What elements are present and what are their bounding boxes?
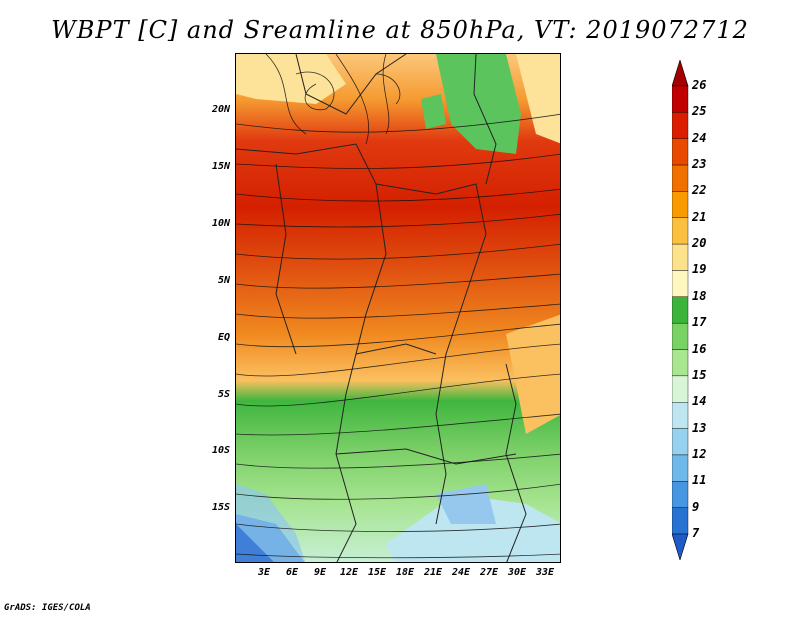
pale-area-east	[506, 314, 560, 434]
lon-label: 21E	[423, 567, 443, 578]
lat-label: 15N	[211, 161, 230, 172]
lat-label: 10S	[211, 445, 230, 456]
lat-label: 5N	[217, 275, 230, 286]
colorbar-segment	[672, 85, 689, 113]
lon-label: 12E	[339, 567, 359, 578]
colorbar-segment	[672, 191, 689, 218]
colorbar-tick-label: 23	[692, 157, 707, 172]
colorbar-segment	[672, 402, 689, 429]
colorbar-segment	[672, 270, 689, 298]
colorbar-segment	[672, 375, 689, 403]
lon-label: 33E	[535, 567, 555, 578]
pale-area-northeast	[516, 54, 560, 144]
colorbar-tick-label: 12	[692, 446, 707, 461]
lon-label: 27E	[479, 567, 499, 578]
lat-label: 15S	[211, 502, 230, 513]
colorbar-tick-label: 25	[692, 104, 707, 119]
lon-label: 6E	[285, 567, 299, 578]
streamlines	[236, 54, 560, 559]
colorbar-tick-label: 22	[692, 183, 707, 198]
colorbar-segment	[672, 349, 689, 377]
colorbar-segment	[672, 454, 689, 482]
lat-label: 10N	[211, 218, 230, 229]
colorbar-segment	[672, 428, 689, 456]
country-borders	[236, 54, 527, 562]
lon-label: 24E	[451, 567, 471, 578]
lon-label: 9E	[313, 567, 327, 578]
map-title: WBPT [C] and Sreamline at 850hPa, VT: 20…	[51, 16, 749, 44]
colorbar-segment	[672, 164, 689, 192]
credit-text: GrADS: IGES/COLA	[4, 603, 91, 613]
lon-label: 30E	[507, 567, 527, 578]
colorbar-segment	[672, 507, 689, 535]
colorbar-tick-label: 24	[692, 130, 707, 145]
pale-blue-area-south	[386, 494, 560, 562]
colorbar-tick-label: 17	[692, 315, 707, 330]
colorbar-tick-label: 9	[692, 499, 700, 514]
colorbar-segment	[672, 138, 689, 166]
colorbar-tick-label: 26	[692, 78, 707, 92]
colorbar	[672, 60, 689, 560]
lat-label: 5S	[217, 389, 230, 400]
colorbar-segment	[672, 296, 689, 324]
colorbar-tick-label: 7	[692, 526, 700, 540]
colorbar-segment	[672, 481, 689, 508]
colorbar-tick-label: 13	[692, 420, 707, 435]
colorbar-tick-label: 16	[692, 341, 707, 356]
colorbar-segment	[672, 217, 689, 245]
colorbar-tick-label: 18	[692, 288, 707, 303]
map-panel	[235, 53, 561, 563]
colorbar-segment	[672, 322, 689, 350]
colorbar-top-triangle	[672, 60, 689, 87]
colorbar-tick-label: 14	[692, 394, 707, 409]
colorbar-tick-label: 15	[692, 367, 707, 382]
lat-label: EQ	[217, 332, 230, 343]
blue-patch-south	[436, 484, 496, 524]
lon-label: 15E	[367, 567, 387, 578]
colorbar-segment	[672, 243, 689, 271]
colorbar-tick-label: 21	[692, 209, 707, 224]
lightblue-area-southwest	[236, 484, 306, 562]
wbpt-field	[236, 54, 560, 562]
colorbar-tick-label: 20	[692, 236, 707, 251]
lon-label: 18E	[395, 567, 415, 578]
colorbar-tick-label: 11	[692, 473, 707, 488]
lon-label: 3E	[257, 567, 271, 578]
green-patch-small	[421, 94, 446, 129]
colorbar-tick-label: 19	[692, 262, 707, 277]
colorbar-bottom-triangle	[672, 533, 689, 560]
colorbar-segment	[672, 112, 689, 139]
lat-label: 20N	[211, 104, 230, 115]
pale-area-northwest	[236, 54, 346, 104]
